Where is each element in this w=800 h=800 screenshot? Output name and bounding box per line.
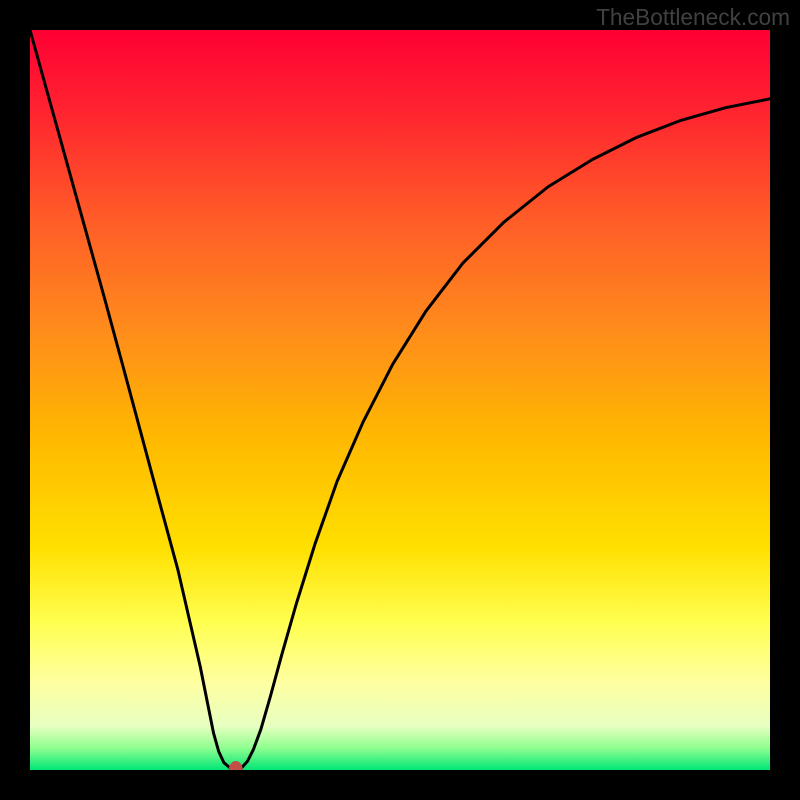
bottleneck-chart-svg <box>0 0 800 800</box>
plot-background <box>30 30 770 770</box>
chart-container: TheBottleneck.com <box>0 0 800 800</box>
watermark-text: TheBottleneck.com <box>596 4 790 31</box>
